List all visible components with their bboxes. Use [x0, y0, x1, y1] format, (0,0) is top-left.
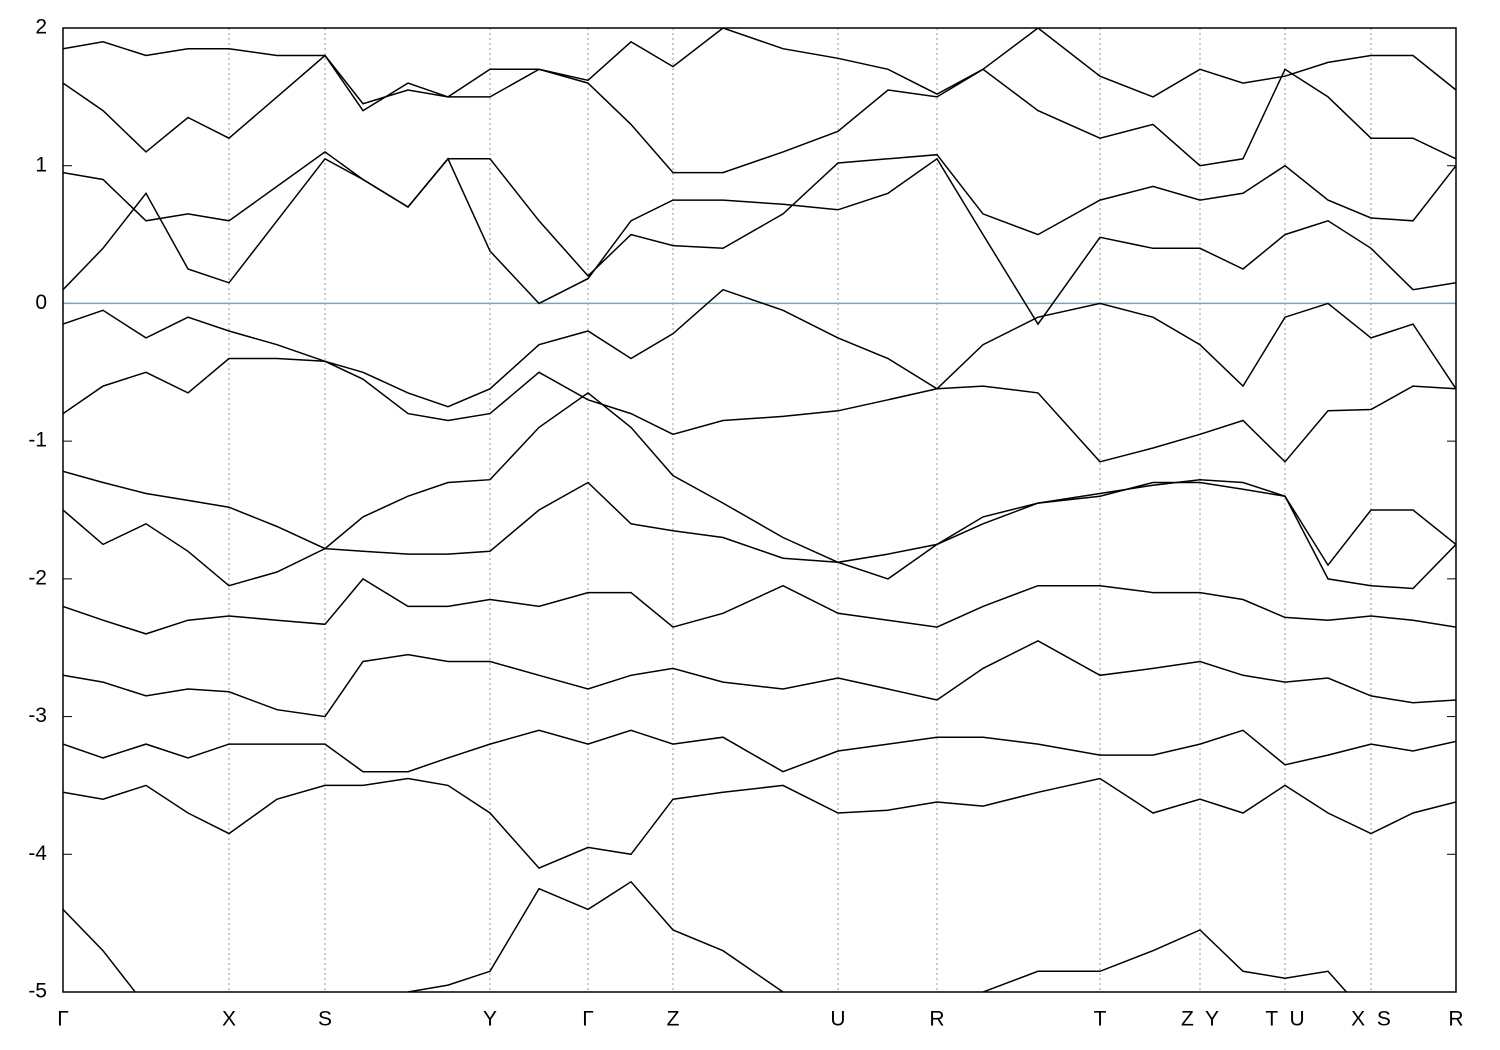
- x-tick-label: U: [830, 1008, 845, 1031]
- y-tick-label: -2: [28, 566, 47, 589]
- x-tick-label: Z Y: [1181, 1008, 1219, 1031]
- x-tick-label: S: [318, 1008, 332, 1031]
- x-tick-label: R: [1448, 1008, 1463, 1031]
- band-line: [63, 577, 1456, 635]
- band-line: [63, 777, 1456, 870]
- y-tick-label: 0: [35, 291, 47, 314]
- x-tick-label: T: [1094, 1008, 1107, 1031]
- y-tick-label: -3: [28, 704, 47, 727]
- x-tick-label: X S: [1351, 1008, 1391, 1031]
- y-tick-label: 2: [35, 16, 47, 39]
- band-line: [63, 729, 1456, 773]
- band-line: [63, 639, 1456, 718]
- band-line: [63, 150, 1456, 277]
- x-tick-label: R: [929, 1008, 944, 1031]
- band-line: [63, 481, 1456, 590]
- band-line: [63, 357, 1456, 463]
- band-line: [63, 28, 1456, 112]
- band-line: [63, 157, 1456, 326]
- y-tick-label: -5: [28, 980, 47, 1003]
- band-line: [63, 288, 1456, 408]
- band-line: [63, 54, 1456, 174]
- band-line: [63, 880, 1348, 992]
- plot-area: [63, 28, 1456, 992]
- y-tick-label: -4: [28, 842, 47, 865]
- x-tick-label: X: [222, 1008, 236, 1031]
- x-tick-label: Z: [667, 1008, 680, 1031]
- x-tick-label: T U: [1265, 1008, 1304, 1031]
- y-tick-label: -1: [28, 429, 47, 452]
- plot-frame: [62, 27, 1457, 993]
- y-tick-label: 1: [35, 153, 47, 176]
- x-tick-label: Y: [483, 1008, 497, 1031]
- x-tick-label: Γ: [582, 1008, 594, 1031]
- x-tick-label: Γ: [57, 1008, 69, 1031]
- band-line: [63, 391, 1456, 567]
